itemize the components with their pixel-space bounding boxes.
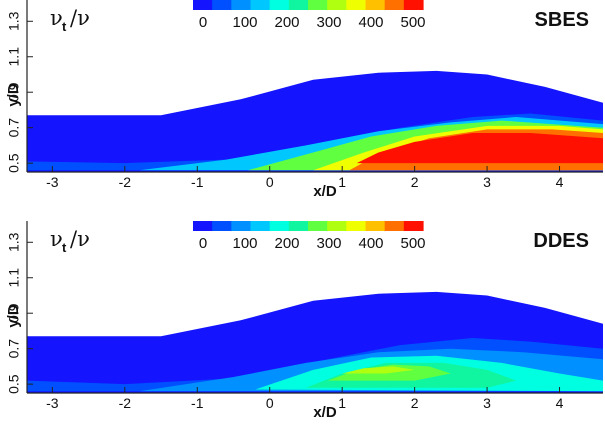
colorbar-swatch <box>365 0 386 10</box>
x-tick-label: 4 <box>556 174 564 190</box>
colorbar-swatch <box>365 221 386 231</box>
colorbar-swatch <box>327 0 347 10</box>
colorbar-tick-label: 300 <box>316 235 341 252</box>
colorbar-swatch <box>384 221 405 231</box>
quantity-label-base: ν <box>50 227 63 251</box>
colorbar-swatch <box>288 0 309 10</box>
colorbar-swatch <box>384 0 405 10</box>
x-tick-label: -1 <box>191 395 204 411</box>
x-tick-label: 2 <box>411 395 419 411</box>
colorbar-tick-label: 500 <box>400 14 425 31</box>
colorbar-swatch <box>346 221 367 231</box>
x-axis-ticks: -3 -2 -1 0 1 2 3 4 <box>46 387 564 411</box>
y-tick-label: 1.1 <box>6 268 22 288</box>
colorbar-swatch <box>327 221 347 231</box>
colorbar-swatch <box>231 221 252 231</box>
colorbar-swatch <box>212 221 232 231</box>
y-axis-ticks: 0.5 0.7 0.9 1.1 1.3 <box>6 232 33 394</box>
panel-ddes: -3 -2 -1 0 1 2 3 4 0.5 0.7 0.9 1.1 1.3 x/D y/D 0 100… <box>5 221 603 421</box>
x-axis-ticks: -3 -2 -1 0 1 2 3 4 <box>46 166 564 190</box>
axis-frame <box>26 221 603 394</box>
y-tick-label: 0.7 <box>6 118 22 138</box>
colorbar-swatch <box>193 0 213 10</box>
colorbar-tick-label: 500 <box>400 235 425 252</box>
x-tick-label: 1 <box>338 174 346 190</box>
y-axis-label: y/D <box>5 83 22 107</box>
colorbar-tick-label: 400 <box>358 14 383 31</box>
x-tick-label: 4 <box>556 395 564 411</box>
y-axis-ticks: 0.5 0.7 0.9 1.1 1.3 <box>6 11 33 173</box>
colorbar-tick-label: 400 <box>358 235 383 252</box>
colorbar-tick-label: 100 <box>232 14 257 31</box>
y-tick-label: 1.3 <box>6 11 22 31</box>
quantity-label-rest: /ν <box>70 227 90 251</box>
colorbar-swatch <box>269 0 290 10</box>
colorbar <box>193 0 424 10</box>
x-tick-label: 3 <box>483 174 491 190</box>
x-tick-label: -2 <box>119 395 132 411</box>
x-tick-label: -3 <box>46 174 59 190</box>
colorbar-swatch <box>193 221 213 231</box>
panel-sbes: -3 -2 -1 0 1 2 3 4 0.5 0.7 0.9 1.1 1.3 x/D y/D 0 100… <box>5 0 603 200</box>
axis-frame <box>26 0 603 173</box>
contour-level-320 <box>342 366 415 374</box>
colorbar-swatch <box>250 0 271 10</box>
colorbar-swatch <box>308 0 328 10</box>
quantity-label-rest: /ν <box>70 6 90 30</box>
colorbar-swatch <box>288 221 309 231</box>
x-tick-label: -1 <box>191 174 204 190</box>
y-tick-label: 1.1 <box>6 47 22 67</box>
x-axis-label: x/D <box>313 404 337 421</box>
x-axis-label: x/D <box>313 183 337 200</box>
colorbar-swatch <box>403 0 424 10</box>
contour-plot-area <box>27 70 603 172</box>
colorbar-swatch <box>250 221 271 231</box>
colorbar-swatch <box>308 221 328 231</box>
colorbar-tick-label: 100 <box>232 235 257 252</box>
contour-plot-area <box>27 291 603 393</box>
colorbar-tick-label: 300 <box>316 14 341 31</box>
colorbar-swatch <box>269 221 290 231</box>
colorbar <box>193 221 424 231</box>
y-tick-label: 0.9 <box>6 82 22 102</box>
y-tick-label: 0.5 <box>6 153 22 173</box>
colorbar-tick-label: 200 <box>274 14 299 31</box>
y-axis-label: y/D <box>5 304 22 328</box>
y-tick-label: 0.5 <box>6 374 22 394</box>
x-tick-label: 1 <box>338 395 346 411</box>
colorbar-swatch <box>231 0 252 10</box>
quantity-label-subscript: t <box>62 240 67 255</box>
colorbar-ticks: 0 100 200 300 400 500 <box>199 14 426 31</box>
x-tick-label: 3 <box>483 395 491 411</box>
y-tick-label: 1.3 <box>6 232 22 252</box>
colorbar-ticks: 0 100 200 300 400 500 <box>199 235 426 252</box>
x-tick-label: 0 <box>266 395 274 411</box>
x-tick-label: -2 <box>119 174 132 190</box>
colorbar-tick-label: 0 <box>199 14 207 31</box>
y-tick-label: 0.9 <box>6 303 22 323</box>
model-title: SBES <box>535 9 589 31</box>
quantity-label-subscript: t <box>62 19 67 34</box>
quantity-label-base: ν <box>50 6 63 30</box>
colorbar-swatch <box>212 0 232 10</box>
model-title: DDES <box>533 230 589 252</box>
colorbar-tick-label: 0 <box>199 235 207 252</box>
colorbar-swatch <box>346 0 367 10</box>
x-tick-label: 0 <box>266 174 274 190</box>
x-tick-label: -3 <box>46 395 59 411</box>
colorbar-swatch <box>403 221 424 231</box>
contour-level-500 <box>356 133 603 164</box>
x-tick-label: 2 <box>411 174 419 190</box>
colorbar-tick-label: 200 <box>274 235 299 252</box>
y-tick-label: 0.7 <box>6 339 22 359</box>
